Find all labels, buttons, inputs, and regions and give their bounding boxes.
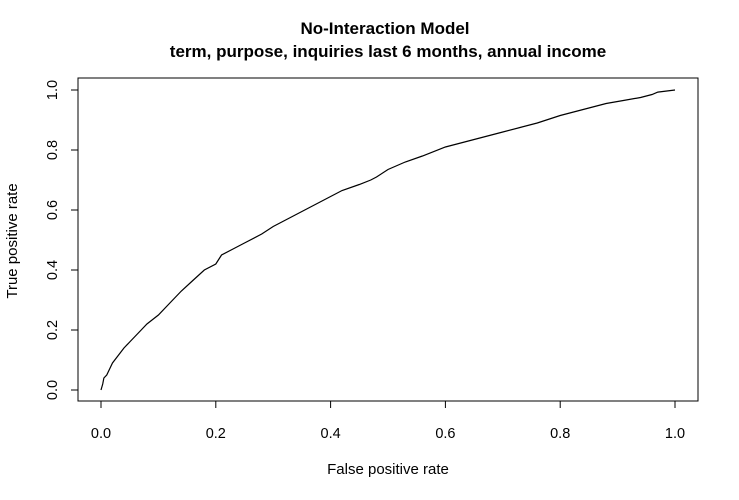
x-tick-label: 0.2 [206, 426, 226, 442]
y-tick-label: 1.0 [45, 80, 61, 100]
y-axis: 0.0 0.2 0.4 0.6 0.8 1.0 [45, 80, 79, 400]
y-tick-label: 0.0 [45, 380, 61, 400]
x-tick-label: 0.0 [91, 426, 111, 442]
y-tick-label: 0.4 [45, 260, 61, 280]
x-tick-label: 0.4 [321, 426, 341, 442]
x-tick-label: 0.6 [435, 426, 455, 442]
y-tick-label: 0.2 [45, 320, 61, 340]
x-tick-label: 0.8 [550, 426, 570, 442]
chart-subtitle: term, purpose, inquiries last 6 months, … [170, 42, 606, 61]
chart-title: No-Interaction Model [300, 19, 469, 38]
roc-curve-line [100, 89, 676, 391]
x-tick-label: 1.0 [665, 426, 685, 442]
plot-frame [77, 77, 699, 402]
x-axis-label: False positive rate [327, 461, 449, 478]
y-tick-label: 0.8 [45, 140, 61, 160]
y-axis-label: True positive rate [4, 183, 21, 298]
x-axis: 0.0 0.2 0.4 0.6 0.8 1.0 [91, 400, 685, 442]
y-tick-label: 0.6 [45, 200, 61, 220]
